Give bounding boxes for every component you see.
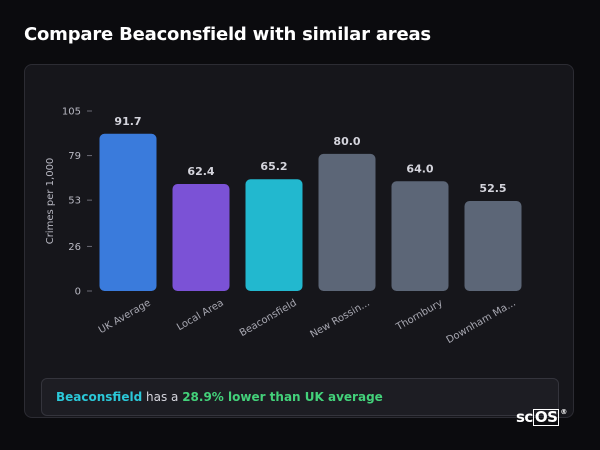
x-tick-label: New Rossin...: [308, 298, 371, 341]
x-tick-label: Thornbury: [394, 298, 445, 334]
bar-5[interactable]: [464, 201, 522, 291]
y-tick-label: 0: [75, 287, 81, 298]
summary-highlight: 28.9% lower than UK average: [182, 390, 383, 404]
bars-group: 91.7 62.4 65.2 80.0 64.0 52.5: [99, 115, 522, 291]
bar-1[interactable]: [172, 184, 230, 291]
bar-value-label: 65.2: [260, 160, 287, 173]
y-tick-label: 53: [68, 196, 81, 207]
bar-value-label: 52.5: [479, 182, 506, 195]
y-axis-label: Crimes per 1,000: [45, 158, 56, 245]
bar-4[interactable]: [391, 181, 449, 291]
bar-value-label: 62.4: [187, 165, 214, 178]
summary-middle-text: has a: [142, 390, 183, 404]
bar-value-label: 80.0: [333, 135, 360, 148]
y-tick-label: 79: [68, 151, 81, 162]
comparison-summary: Beaconsfield has a 28.9% lower than UK a…: [41, 378, 559, 416]
bar-value-label: 64.0: [406, 162, 433, 175]
x-tick-label: UK Average: [97, 298, 153, 337]
x-tick-labels: UK Average Local Area Beaconsfield New Ross…: [97, 298, 518, 347]
x-tick-label: Beaconsfield: [238, 298, 299, 339]
y-tick-label: 26: [68, 242, 81, 253]
bar-3[interactable]: [318, 153, 376, 291]
bar-chart: Crimes per 1,000 0 26 53 79 105 91.7 62.4 65.2 8…: [45, 107, 522, 347]
logo-prefix: sc: [516, 408, 533, 426]
page-title: Compare Beaconsfield with similar areas: [24, 24, 431, 45]
y-axis: Crimes per 1,000 0 26 53 79 105: [45, 107, 92, 298]
y-tick-label: 105: [62, 107, 81, 118]
x-tick-label: Downham Ma...: [445, 298, 518, 347]
registered-mark-icon: ®: [560, 408, 567, 416]
scos-logo: sc OS ®: [516, 408, 567, 426]
summary-place: Beaconsfield: [56, 390, 143, 404]
bar-value-label: 91.7: [114, 115, 141, 128]
x-tick-label: Local Area: [175, 298, 226, 334]
chart-card: Crimes per 1,000 0 26 53 79 105 91.7 62.4 65.2 8…: [24, 64, 574, 418]
bar-2[interactable]: [245, 179, 303, 291]
bar-0[interactable]: [99, 133, 157, 291]
logo-boxed-text: OS: [532, 408, 560, 426]
